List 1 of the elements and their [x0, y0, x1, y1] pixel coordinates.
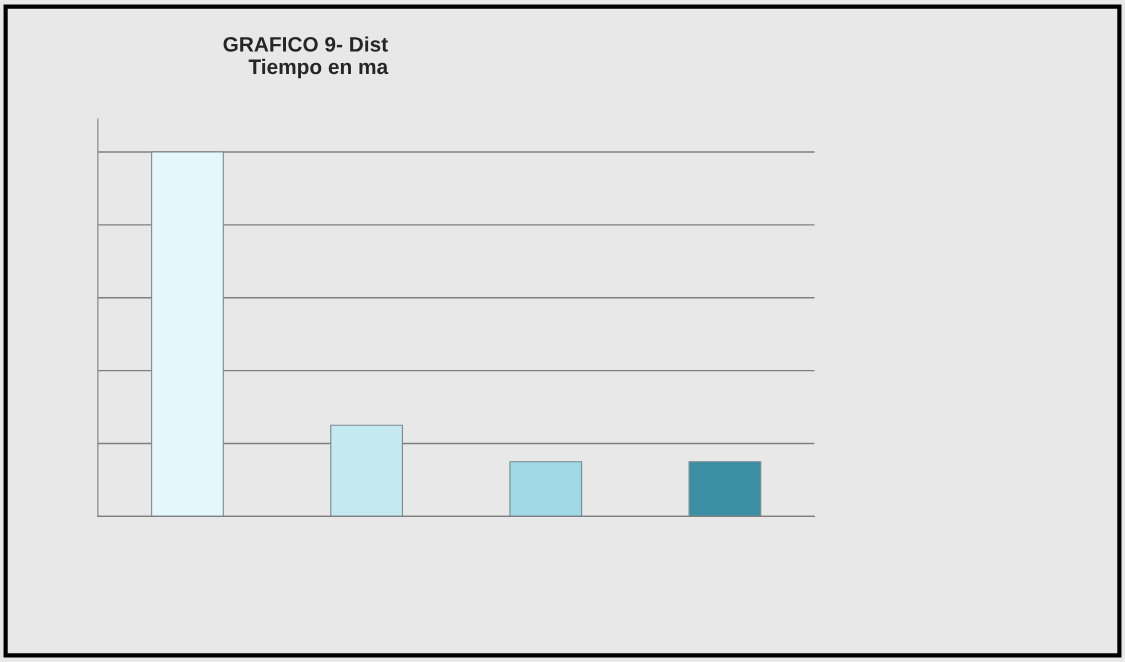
chart-title: GRAFICO 9- Dist Tiempo en ma [223, 36, 389, 79]
